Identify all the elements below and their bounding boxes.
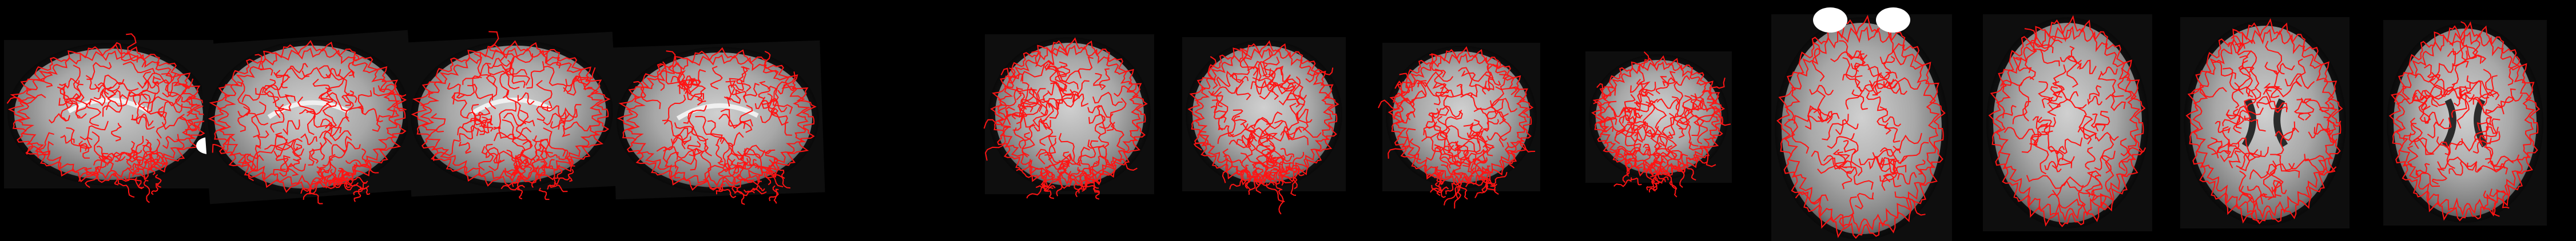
mri-panel-sagittal-4 xyxy=(610,40,825,205)
corpus-callosum xyxy=(267,100,350,119)
mri-panel-sagittal-3 xyxy=(403,31,621,200)
registration-contours xyxy=(1591,51,1731,198)
registration-contours xyxy=(1187,40,1339,215)
registration-contours xyxy=(1988,15,2146,227)
mri-panel-sagittal-2 xyxy=(198,30,419,204)
registration-contours xyxy=(617,47,817,205)
registration-contours xyxy=(411,31,611,200)
mri-panel-axial-3 xyxy=(2180,17,2350,228)
registration-contours xyxy=(2185,18,2343,224)
orbit-right xyxy=(1876,7,1910,33)
registration-contours xyxy=(983,37,1148,200)
registration-contours xyxy=(208,40,408,204)
registration-contours xyxy=(6,33,208,203)
mri-panel-axial-4 xyxy=(2383,20,2547,226)
mri-panel-axial-1 xyxy=(1771,7,1952,241)
registration-contours xyxy=(2388,21,2541,222)
registration-contours xyxy=(1377,46,1536,209)
brain-tissue xyxy=(623,52,812,188)
brain-tissue xyxy=(214,45,403,189)
mri-panel-coronal-3 xyxy=(1377,43,1540,209)
mri-panel-sagittal-1 xyxy=(4,33,221,203)
corpus-callosum xyxy=(676,103,759,120)
mri-panel-coronal-2 xyxy=(1182,37,1346,215)
brain-tissue xyxy=(1782,23,1942,234)
mri-panel-coronal-1 xyxy=(983,34,1154,200)
mri-panel-axial-2 xyxy=(1983,14,2152,231)
mri-panel-coronal-4 xyxy=(1585,51,1732,198)
orbit-left xyxy=(1813,7,1847,33)
brain-tissue xyxy=(14,49,203,180)
registration-contours xyxy=(1776,14,1946,239)
